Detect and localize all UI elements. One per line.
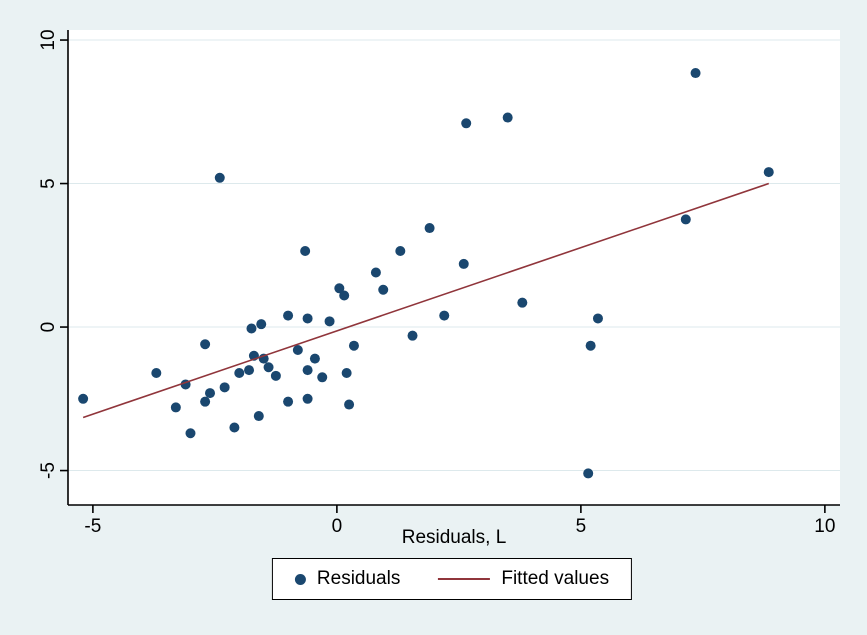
scatter-point	[334, 283, 345, 294]
scatter-point	[439, 310, 450, 321]
legend-label-fitted-values: Fitted values	[501, 568, 610, 589]
scatter-point	[244, 365, 255, 376]
scatter-point	[200, 339, 211, 350]
scatter-point	[407, 330, 418, 341]
scatter-point	[283, 310, 294, 321]
scatter-point	[246, 323, 257, 334]
y-tick-label: -5	[38, 462, 59, 479]
scatter-point	[341, 367, 352, 378]
scatter-point	[300, 245, 311, 256]
x-tick-label: 0	[332, 516, 343, 537]
fitted-line-icon	[438, 578, 491, 580]
scatter-point	[302, 393, 313, 404]
scatter-point	[317, 372, 328, 383]
scatter-point	[302, 365, 313, 376]
scatter-point	[348, 340, 359, 351]
y-tick-label: 5	[38, 178, 59, 189]
residuals-dot-icon	[294, 573, 306, 585]
scatter-point	[234, 367, 245, 378]
scatter-point	[292, 345, 303, 356]
scatter-point	[458, 258, 469, 269]
scatter-point	[283, 396, 294, 407]
scatter-point	[309, 353, 320, 364]
scatter-point	[263, 362, 274, 373]
scatter-point	[378, 284, 389, 295]
scatter-point	[151, 367, 162, 378]
scatter-point	[270, 370, 281, 381]
x-tick-label: -5	[84, 516, 101, 537]
scatter-point	[205, 388, 216, 399]
scatter-point	[583, 468, 594, 479]
scatter-point	[370, 267, 381, 278]
scatter-point	[690, 68, 701, 79]
scatter-point	[324, 316, 335, 327]
scatter-point	[200, 396, 211, 407]
scatter-point	[592, 313, 603, 324]
x-tick-label: 5	[576, 516, 587, 537]
scatter-point	[424, 223, 435, 234]
scatter-point	[185, 428, 196, 439]
scatter-point	[229, 422, 240, 433]
legend-item-fitted-values: Fitted values	[438, 568, 609, 590]
scatter-point	[502, 112, 513, 123]
scatter-point	[344, 399, 355, 410]
y-tick-label: 0	[38, 322, 59, 333]
legend: Residuals Fitted values	[271, 558, 633, 600]
scatter-point	[339, 290, 350, 301]
scatter-point	[253, 411, 264, 422]
scatter-point	[680, 214, 691, 225]
scatter-point	[395, 245, 406, 256]
y-tick-label: 10	[38, 29, 59, 50]
scatter-point	[170, 402, 181, 413]
plot-area	[68, 30, 840, 505]
x-tick-label: 10	[814, 516, 835, 537]
scatter-point	[219, 382, 230, 393]
scatter-point	[461, 118, 472, 129]
scatter-point	[214, 172, 225, 183]
legend-item-residuals: Residuals	[294, 568, 401, 590]
x-axis-title: Residuals, L	[401, 527, 507, 548]
scatter-point	[517, 297, 528, 308]
fitted-line	[82, 182, 770, 419]
scatter-point	[302, 313, 313, 324]
scatter-point	[78, 393, 89, 404]
legend-label-residuals: Residuals	[316, 568, 401, 589]
scatter-point	[585, 340, 596, 351]
scatter-point	[256, 319, 267, 330]
scatter-point	[763, 167, 774, 178]
